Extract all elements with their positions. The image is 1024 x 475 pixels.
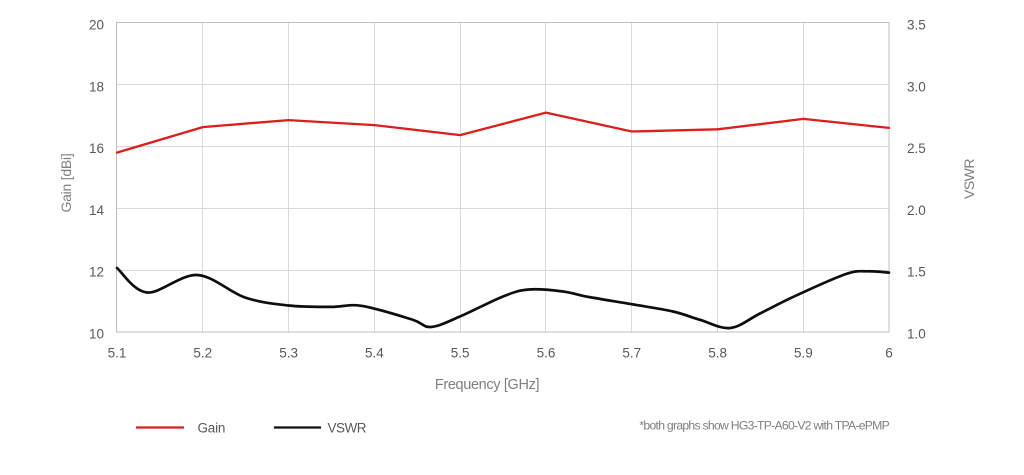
svg-text:*both graphs show HG3-TP-A60-V: *both graphs show HG3-TP-A60-V2 with TPA… — [639, 419, 889, 433]
svg-text:10: 10 — [89, 327, 104, 342]
svg-text:5.1: 5.1 — [108, 346, 127, 361]
svg-text:5.6: 5.6 — [537, 346, 556, 361]
svg-text:5.9: 5.9 — [794, 346, 813, 361]
svg-text:2.0: 2.0 — [907, 203, 926, 218]
svg-text:18: 18 — [89, 79, 104, 94]
svg-text:2.5: 2.5 — [907, 141, 926, 156]
svg-text:5.4: 5.4 — [365, 346, 384, 361]
svg-text:5.7: 5.7 — [622, 346, 641, 361]
svg-text:5.3: 5.3 — [279, 346, 298, 361]
svg-text:3.5: 3.5 — [907, 18, 926, 33]
svg-text:1.5: 1.5 — [907, 265, 926, 280]
svg-text:Gain: Gain — [198, 421, 226, 436]
svg-text:6: 6 — [885, 346, 893, 361]
svg-text:5.2: 5.2 — [193, 346, 212, 361]
svg-text:3.0: 3.0 — [907, 79, 926, 94]
svg-text:Frequency [GHz]: Frequency [GHz] — [435, 377, 539, 393]
svg-text:1.0: 1.0 — [907, 327, 926, 342]
svg-text:Gain [dBi]: Gain [dBi] — [58, 154, 74, 213]
svg-text:5.8: 5.8 — [708, 346, 727, 361]
svg-text:VSWR: VSWR — [328, 421, 367, 436]
svg-text:20: 20 — [89, 18, 104, 33]
svg-text:VSWR: VSWR — [961, 159, 977, 199]
svg-text:14: 14 — [89, 203, 105, 218]
svg-text:5.5: 5.5 — [451, 346, 470, 361]
svg-text:16: 16 — [89, 141, 104, 156]
svg-text:12: 12 — [89, 265, 104, 280]
